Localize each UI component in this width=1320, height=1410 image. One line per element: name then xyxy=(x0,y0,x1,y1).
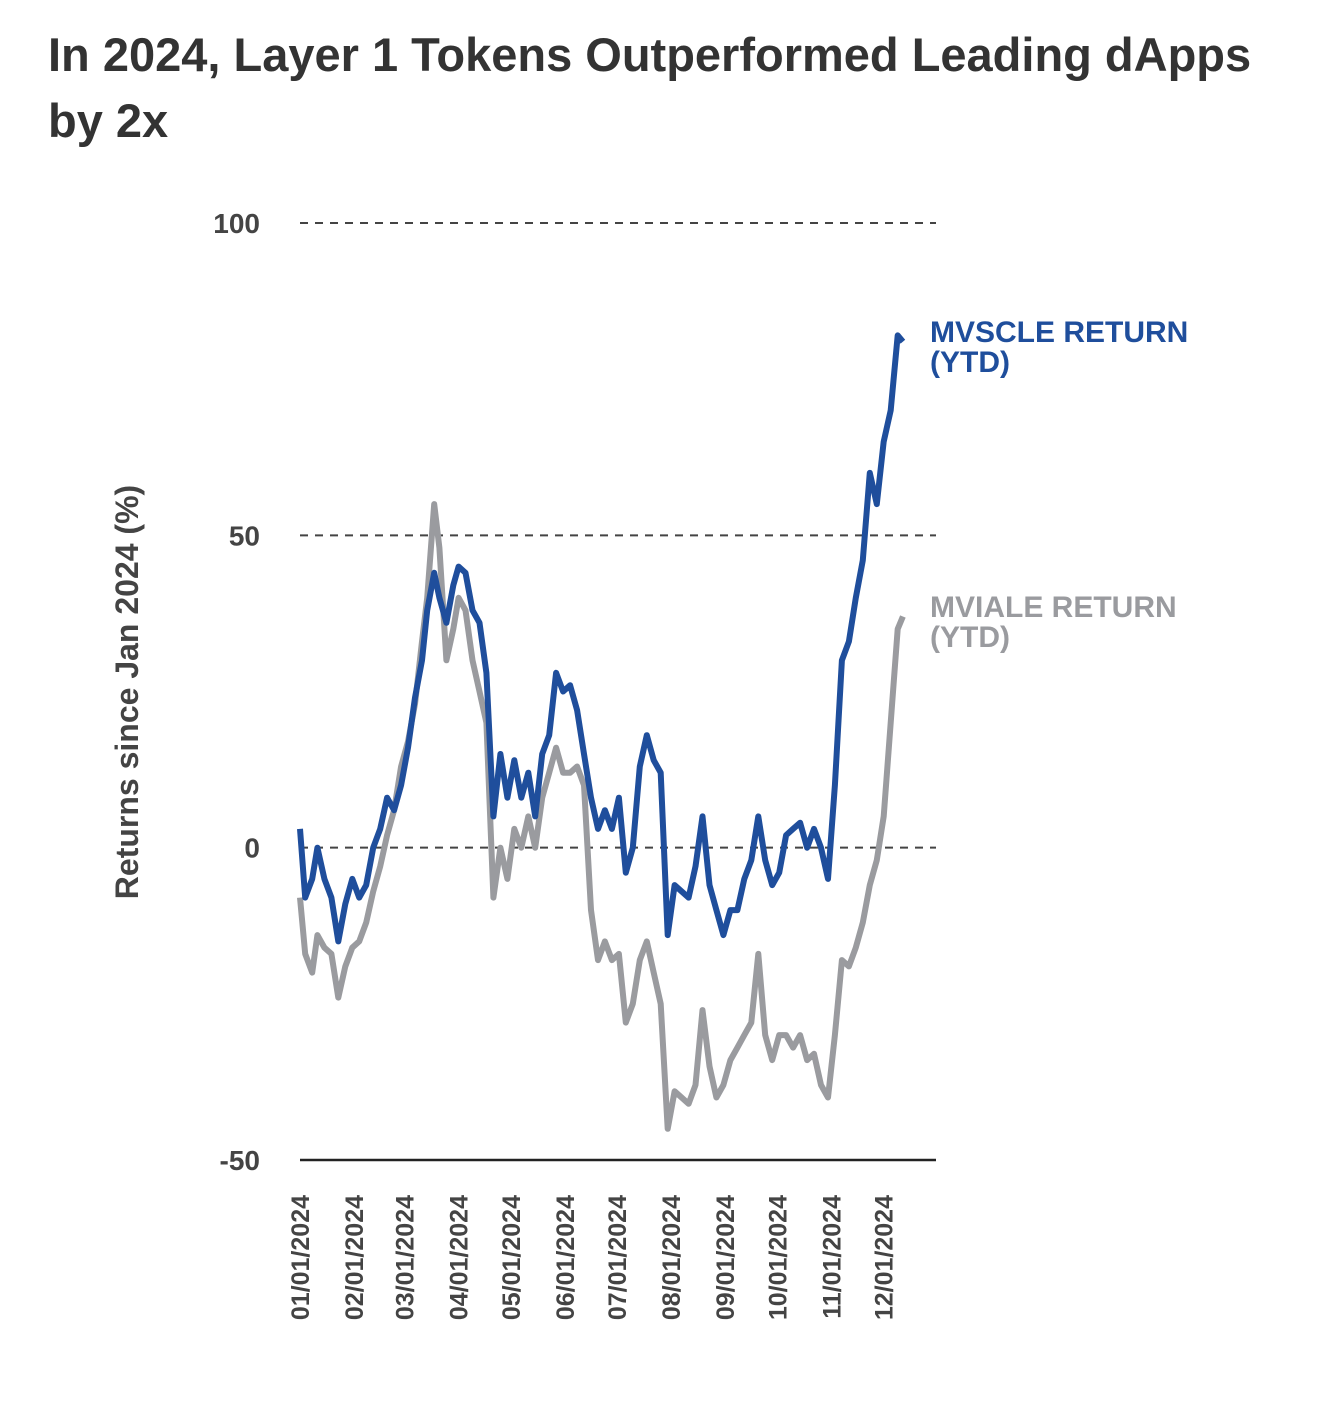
y-tick-label: 50 xyxy=(229,520,260,551)
y-tick-label: 100 xyxy=(213,208,260,239)
x-tick-label: 02/01/2024 xyxy=(341,1195,369,1320)
x-tick-label: 04/01/2024 xyxy=(446,1195,474,1320)
legend-label: MVSCLE RETURN (YTD) xyxy=(930,315,1189,379)
x-tick-label: 01/01/2024 xyxy=(287,1195,315,1320)
x-tick-label: 08/01/2024 xyxy=(658,1195,686,1320)
x-tick-label: 10/01/2024 xyxy=(764,1195,792,1320)
y-tick-label: 0 xyxy=(244,833,260,864)
x-tick-label: 05/01/2024 xyxy=(498,1195,526,1320)
x-tick-label: 07/01/2024 xyxy=(604,1195,632,1320)
legend-label: MVIALE RETURN (YTD) xyxy=(930,590,1177,654)
chart-title: In 2024, Layer 1 Tokens Outperformed Lea… xyxy=(48,28,1252,147)
y-tick-label: -50 xyxy=(220,1145,260,1176)
x-tick-label: 06/01/2024 xyxy=(552,1195,580,1320)
x-tick-label: 11/01/2024 xyxy=(818,1195,846,1319)
x-tick-label: 09/01/2024 xyxy=(712,1195,740,1320)
series-line xyxy=(297,501,906,1132)
x-tick-label: 12/01/2024 xyxy=(871,1195,899,1320)
x-tick-label: 03/01/2024 xyxy=(392,1195,420,1320)
y-axis-label: Returns since Jan 2024 (%) xyxy=(109,485,145,899)
series-line xyxy=(297,332,906,945)
